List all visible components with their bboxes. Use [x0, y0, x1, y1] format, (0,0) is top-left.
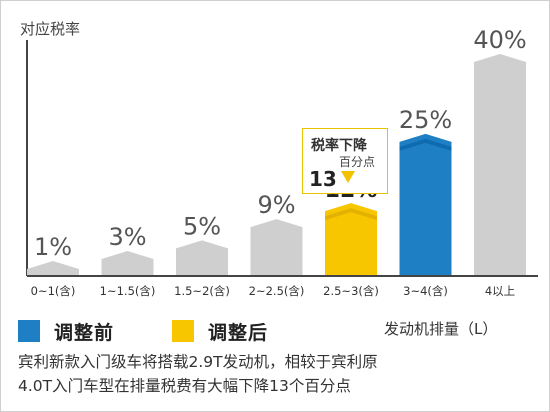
category-label-5: 3~4(含) — [403, 284, 448, 298]
bar-3 — [250, 219, 303, 275]
legend-label-after: 调整后 — [208, 321, 269, 344]
value-label-0: 1% — [34, 233, 72, 261]
caption-line-2: 4.0T入门车型在排量税费有大幅下降13个百分点 — [18, 377, 351, 395]
category-label-0: 0~1(含) — [31, 284, 76, 298]
bar-2 — [176, 240, 228, 275]
callout-title: 税率下降 — [311, 138, 367, 154]
value-label-1: 3% — [108, 223, 146, 251]
value-label-5: 25% — [399, 106, 452, 134]
bar-4 — [325, 203, 377, 275]
tax-rate-chart: 1%3%5%9%12%25%40% 0~1(含)1~1.5(含)1.5~2(含)… — [26, 26, 538, 298]
caption-line-1: 宾利新款入门级车将搭载2.9T发动机，相较于宾利原 — [18, 353, 378, 371]
category-label-6: 4以上 — [485, 284, 515, 298]
y-axis-label: 对应税率 — [20, 20, 81, 38]
bar-0 — [27, 261, 79, 275]
down-arrow-icon — [341, 171, 355, 183]
legend-label-before: 调整前 — [54, 321, 115, 344]
legend-swatch-after — [172, 320, 194, 342]
bar-5 — [399, 133, 452, 275]
bar-shade-4 — [325, 208, 377, 221]
x-axis-label: 发动机排量（L） — [384, 320, 498, 338]
bar-shade-5 — [399, 138, 452, 151]
category-label-1: 1~1.5(含) — [100, 284, 156, 298]
category-label-3: 2~2.5(含) — [249, 284, 305, 298]
callout-value: 13 — [309, 167, 337, 191]
legend-item-before: 调整前 — [18, 318, 114, 344]
value-label-2: 5% — [183, 212, 221, 240]
caption: 宾利新款入门级车将搭载2.9T发动机，相较于宾利原 4.0T入门车型在排量税费有… — [18, 350, 538, 398]
legend-item-after: 调整后 — [172, 318, 268, 344]
value-label-3: 9% — [257, 191, 295, 219]
legend-swatch-before — [18, 320, 40, 342]
category-label-4: 2.5~3(含) — [323, 284, 379, 298]
rate-drop-callout: 税率下降 百分点 13 — [302, 128, 388, 194]
bar-6 — [474, 54, 526, 275]
category-label-2: 1.5~2(含) — [174, 284, 230, 298]
bar-1 — [101, 251, 154, 275]
callout-unit: 百分点 — [339, 155, 376, 169]
value-label-6: 40% — [473, 26, 526, 54]
